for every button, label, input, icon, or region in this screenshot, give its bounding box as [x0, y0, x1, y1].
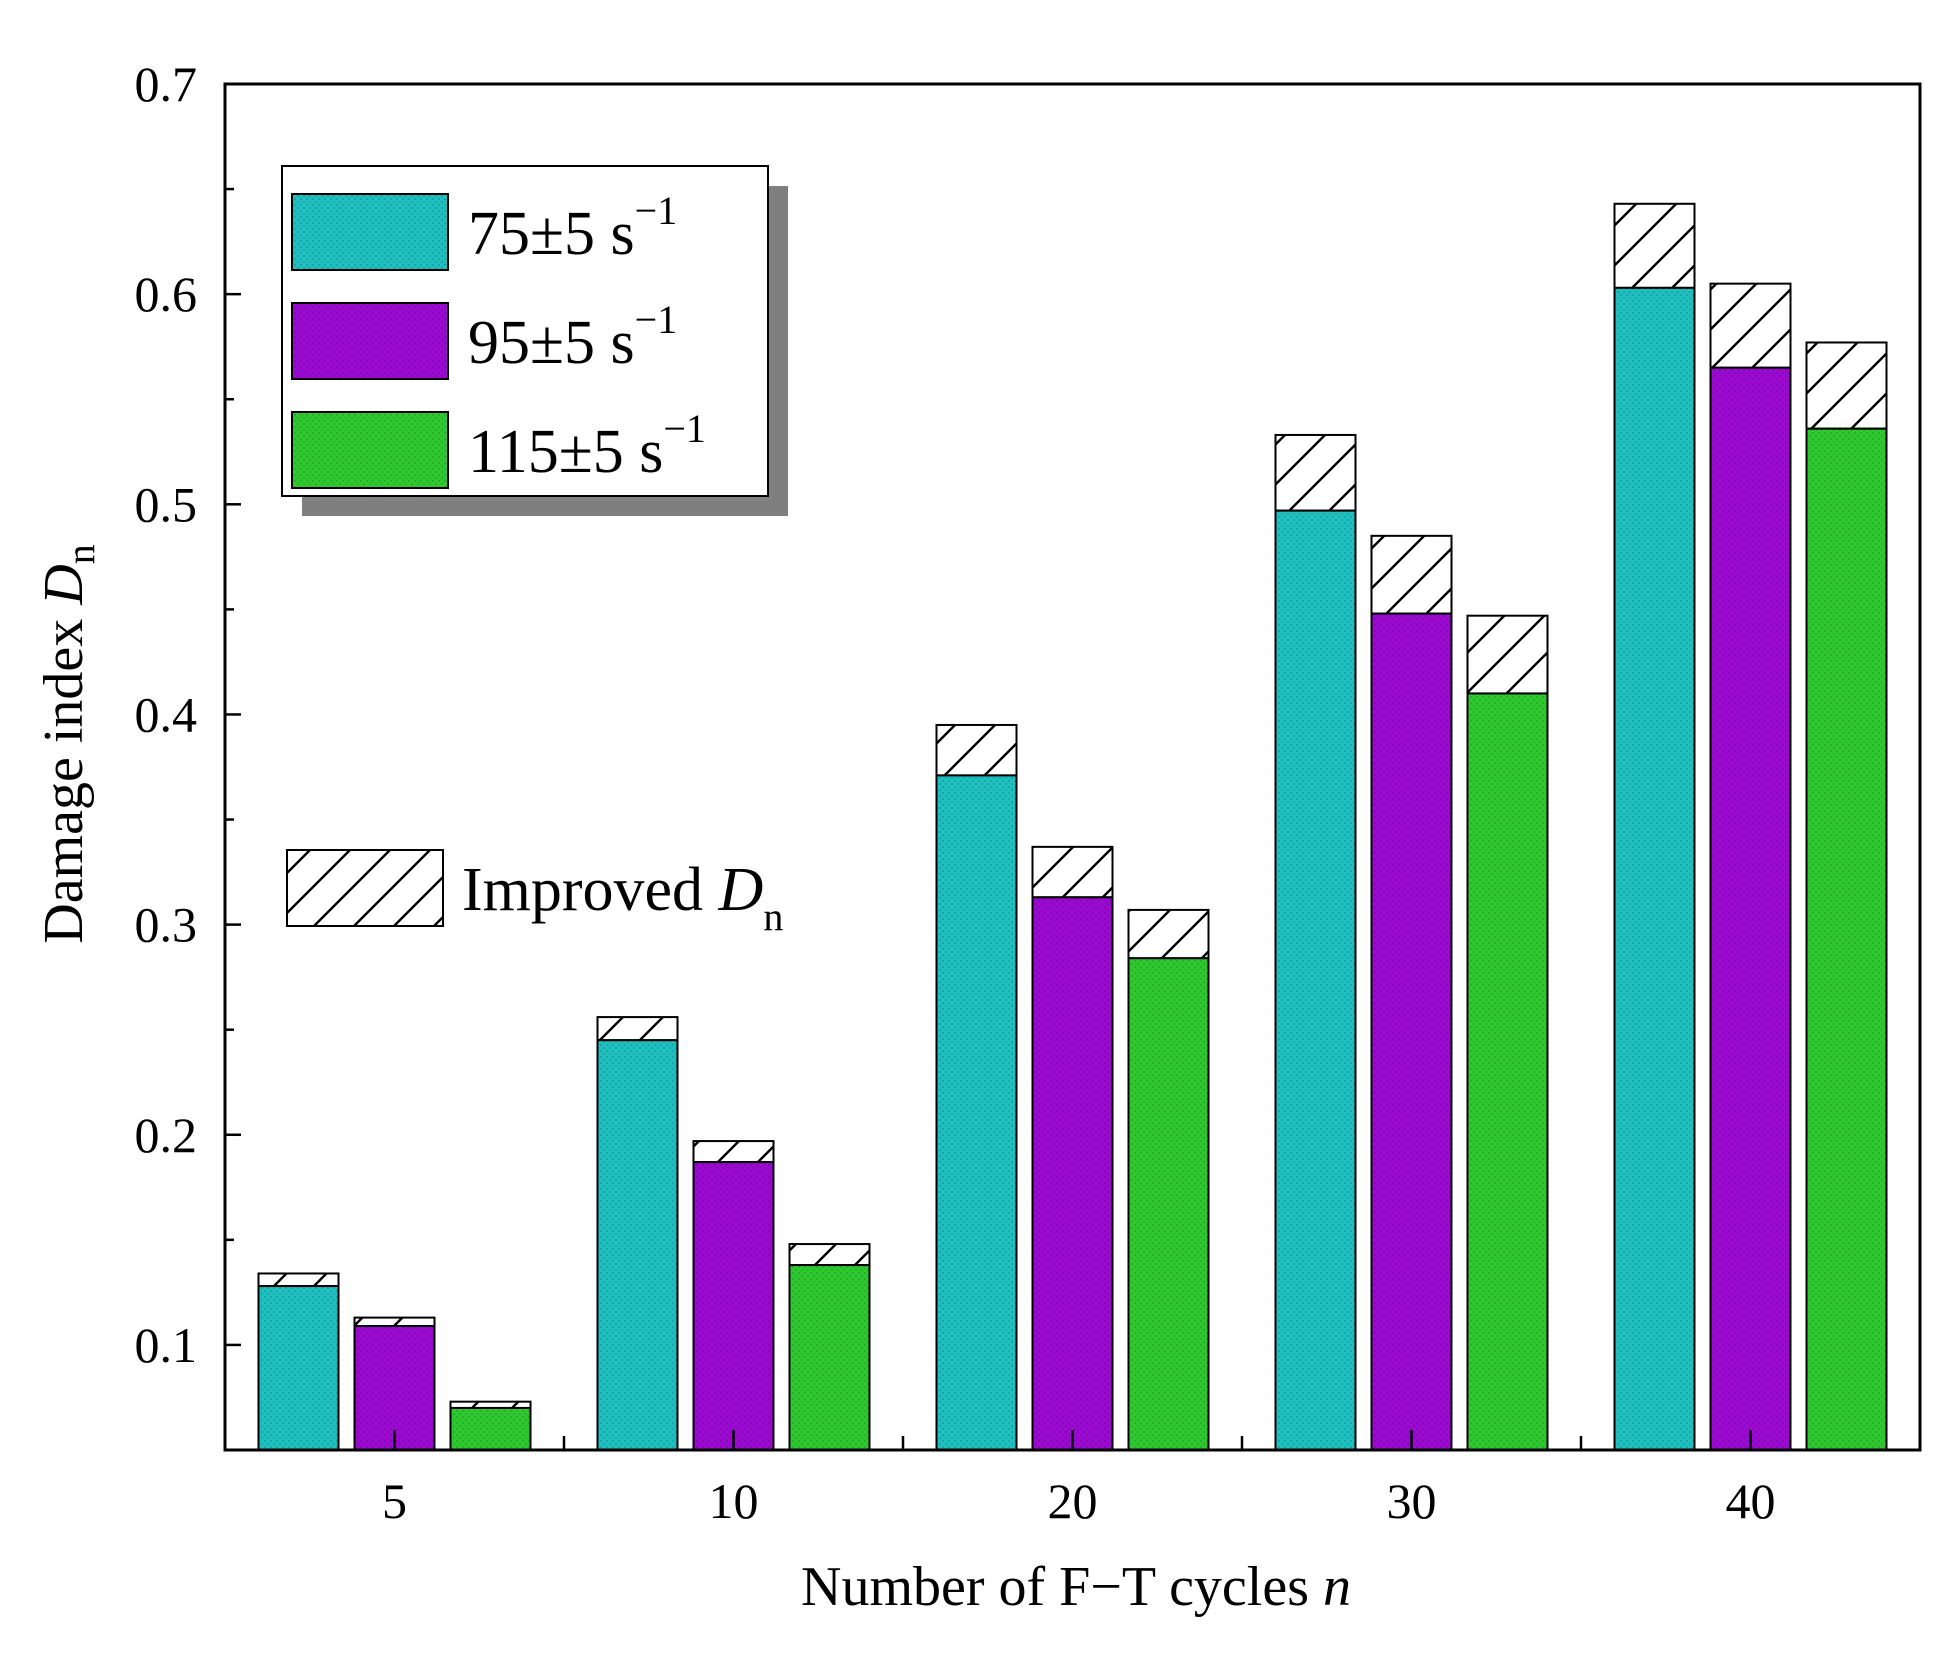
bar	[1274, 509, 1357, 1451]
improved-bar-segment	[353, 1316, 436, 1328]
bar	[449, 1406, 532, 1452]
y-tick-label: 0.3	[135, 897, 198, 953]
improved-bar-segment	[1274, 433, 1357, 512]
y-tick-label: 0.7	[135, 56, 198, 112]
x-tick-label: 30	[1387, 1473, 1437, 1529]
bar	[1466, 692, 1549, 1451]
improved-bar-segment	[1805, 341, 1888, 430]
improved-bar-segment	[596, 1016, 679, 1042]
bar	[1709, 366, 1792, 1452]
legend-label-115: 115±5 s−1	[468, 406, 706, 486]
legend-swatch-115	[291, 411, 449, 489]
bar	[1805, 427, 1888, 1452]
bar	[257, 1285, 340, 1451]
improved-bar-segment	[935, 723, 1018, 777]
improved-bar-segment	[257, 1272, 340, 1288]
x-tick-label: 10	[709, 1473, 759, 1529]
legend-label-95: 95±5 s−1	[468, 297, 677, 377]
improved-bar-segment	[1127, 908, 1210, 960]
improved-bar-segment	[1709, 282, 1792, 369]
improved-bar-segment	[1466, 614, 1549, 695]
bar	[788, 1264, 871, 1451]
x-tick-label: 5	[382, 1473, 407, 1529]
y-tick-label: 0.6	[135, 266, 198, 322]
hatch-legend-label: Improved Dn	[462, 856, 783, 939]
legend-swatch-95	[291, 302, 449, 380]
legend-swatch-75	[291, 193, 449, 271]
y-tick-label: 0.4	[135, 686, 198, 742]
bar	[1613, 286, 1696, 1451]
bar	[935, 774, 1018, 1451]
bar	[1031, 896, 1114, 1451]
bar	[596, 1039, 679, 1451]
bar	[1370, 612, 1453, 1451]
y-axis-title: Damage index Dn	[33, 544, 103, 943]
improved-bar-segment	[1370, 534, 1453, 615]
plot-layer: 0.1 0.2 0.3 0.4 0.5 0.6 0.7 5 10 20 30 40	[135, 56, 1922, 1529]
x-tick-label: 40	[1726, 1473, 1776, 1529]
bar	[692, 1161, 775, 1451]
x-tick-label: 20	[1048, 1473, 1098, 1529]
improved-bar-segment	[1613, 202, 1696, 289]
series-legend: 75±5 s−1 95±5 s−1 115±5 s−1	[281, 165, 788, 516]
y-tick-label: 0.2	[135, 1107, 198, 1163]
x-axis-title: Number of F−T cycles n	[801, 1556, 1351, 1618]
y-tick-label: 0.5	[135, 476, 198, 532]
improved-dn-legend: Improved Dn	[286, 849, 783, 939]
hatch-legend-swatch	[286, 849, 444, 927]
bar	[353, 1325, 436, 1452]
legend-label-75: 75±5 s−1	[468, 188, 677, 268]
improved-bar-segment	[1031, 845, 1114, 899]
bar	[1127, 957, 1210, 1451]
improved-bar-segment	[788, 1243, 871, 1267]
y-tick-label: 0.1	[135, 1317, 198, 1373]
improved-bar-segment	[692, 1140, 775, 1164]
